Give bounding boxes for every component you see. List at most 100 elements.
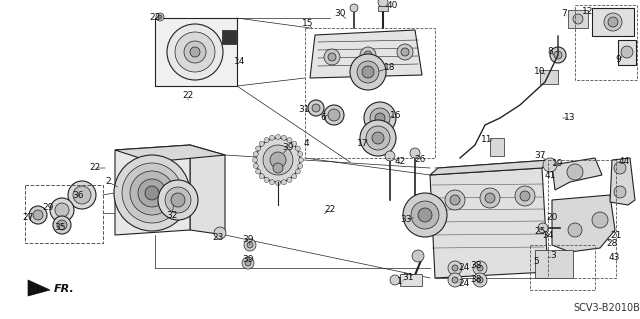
Circle shape [298, 158, 303, 162]
Circle shape [312, 104, 320, 112]
Circle shape [364, 51, 372, 59]
Text: 39: 39 [282, 144, 294, 152]
Text: 37: 37 [534, 151, 546, 160]
Bar [548, 160, 616, 278]
Text: 39: 39 [243, 235, 253, 244]
Circle shape [520, 191, 530, 201]
Text: 24: 24 [458, 263, 470, 272]
Circle shape [328, 53, 336, 61]
Polygon shape [115, 145, 190, 235]
Text: 6: 6 [320, 113, 326, 122]
Circle shape [292, 174, 297, 179]
Circle shape [543, 158, 557, 172]
Bar [568, 10, 588, 28]
Bar [575, 5, 637, 80]
Text: 38: 38 [470, 262, 482, 271]
Circle shape [370, 108, 390, 128]
Text: 16: 16 [390, 110, 402, 120]
Circle shape [614, 186, 626, 198]
Circle shape [397, 44, 413, 60]
Circle shape [145, 186, 159, 200]
Bar [535, 250, 573, 278]
Text: 39: 39 [243, 256, 253, 264]
Circle shape [567, 164, 583, 180]
Text: 1: 1 [397, 278, 403, 286]
Text: 4: 4 [303, 138, 309, 147]
Circle shape [138, 179, 166, 207]
Circle shape [350, 4, 358, 12]
Circle shape [165, 187, 191, 213]
Circle shape [245, 260, 251, 266]
Text: 28: 28 [606, 239, 618, 248]
Polygon shape [115, 145, 225, 162]
Text: 21: 21 [611, 231, 621, 240]
Circle shape [270, 152, 286, 168]
Circle shape [473, 261, 487, 275]
Circle shape [568, 223, 582, 237]
Circle shape [156, 13, 164, 21]
Text: 15: 15 [302, 19, 314, 28]
Circle shape [324, 105, 344, 125]
Text: 27: 27 [22, 213, 34, 222]
Circle shape [515, 186, 535, 206]
Circle shape [190, 47, 200, 57]
Text: 3: 3 [550, 251, 556, 261]
Circle shape [450, 195, 460, 205]
Circle shape [480, 188, 500, 208]
Text: 35: 35 [54, 224, 66, 233]
Text: 18: 18 [384, 63, 396, 72]
Circle shape [401, 48, 409, 56]
Circle shape [53, 216, 71, 234]
Bar [25, 185, 103, 243]
Bar [530, 245, 595, 290]
Circle shape [256, 138, 300, 182]
Text: 19: 19 [552, 159, 564, 167]
Circle shape [263, 145, 293, 175]
Circle shape [184, 41, 206, 63]
Circle shape [375, 113, 385, 123]
Circle shape [122, 163, 182, 223]
Circle shape [287, 137, 292, 143]
Circle shape [296, 169, 300, 174]
Text: 22: 22 [90, 164, 100, 173]
Text: 11: 11 [481, 136, 493, 145]
Circle shape [324, 49, 340, 65]
Bar [155, 18, 237, 86]
Circle shape [362, 66, 374, 78]
Text: 12: 12 [582, 8, 594, 17]
Circle shape [477, 277, 483, 283]
Circle shape [264, 137, 269, 143]
Circle shape [175, 32, 215, 72]
Text: 24: 24 [458, 278, 470, 287]
Text: 38: 38 [470, 276, 482, 285]
Circle shape [29, 206, 47, 224]
Circle shape [366, 126, 390, 150]
Circle shape [55, 203, 69, 217]
Circle shape [282, 135, 287, 140]
Text: 22: 22 [182, 92, 194, 100]
Polygon shape [28, 280, 50, 296]
Circle shape [473, 273, 487, 287]
Circle shape [259, 141, 264, 146]
Circle shape [247, 242, 253, 248]
Circle shape [604, 13, 622, 31]
Circle shape [171, 193, 185, 207]
Text: 2: 2 [105, 177, 111, 187]
Circle shape [33, 210, 43, 220]
Text: 23: 23 [212, 234, 224, 242]
Text: 44: 44 [618, 158, 630, 167]
Circle shape [328, 109, 340, 121]
Circle shape [287, 177, 292, 182]
Bar [305, 28, 435, 158]
Text: 42: 42 [394, 158, 406, 167]
Circle shape [477, 265, 483, 271]
Text: 22: 22 [324, 205, 335, 214]
Circle shape [485, 193, 495, 203]
Circle shape [360, 120, 396, 156]
Circle shape [298, 163, 303, 168]
Circle shape [445, 190, 465, 210]
Circle shape [275, 135, 280, 139]
Circle shape [253, 163, 259, 168]
Circle shape [264, 177, 269, 182]
Text: 40: 40 [387, 1, 397, 10]
